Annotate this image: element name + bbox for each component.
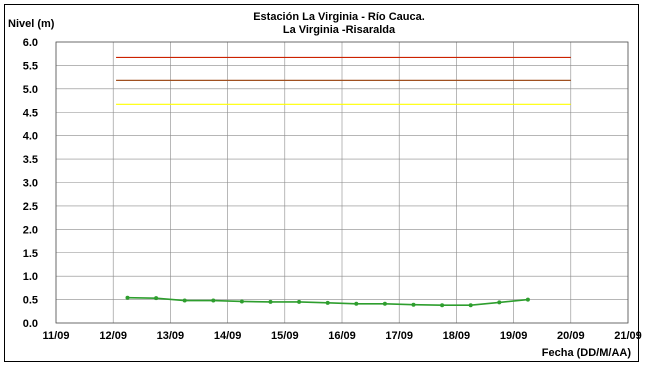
- level-data-point: [382, 301, 387, 306]
- chart-subtitle: La Virginia -Risaralda: [283, 24, 396, 36]
- level-data-point: [411, 302, 416, 307]
- x-tick-label: 16/09: [328, 330, 356, 342]
- x-tick-label: 20/09: [557, 330, 585, 342]
- x-tick-label: 12/09: [99, 330, 127, 342]
- x-tick-label: 13/09: [157, 330, 185, 342]
- y-tick-label: 1.0: [23, 271, 38, 283]
- x-tick-label: 19/09: [500, 330, 528, 342]
- level-data-point: [497, 300, 502, 305]
- level-data-point: [325, 300, 330, 305]
- y-tick-label: 0.0: [23, 318, 38, 330]
- level-data-point: [468, 303, 473, 308]
- y-tick-label: 5.5: [23, 60, 38, 72]
- y-tick-label: 0.5: [23, 295, 38, 307]
- y-tick-label: 2.0: [23, 224, 38, 236]
- y-tick-label: 4.5: [23, 107, 38, 119]
- level-data-point: [125, 295, 130, 300]
- y-tick-label: 4.0: [23, 131, 38, 143]
- x-axis-label: Fecha (DD/M/AA): [542, 347, 632, 359]
- x-tick-label: 14/09: [214, 330, 242, 342]
- y-tick-label: 6.0: [23, 37, 38, 49]
- x-tick-label: 11/09: [43, 330, 70, 342]
- x-tick-label: 15/09: [271, 330, 299, 342]
- y-tick-label: 2.5: [23, 201, 38, 213]
- y-tick-label: 1.5: [23, 248, 38, 260]
- x-tick-label: 17/09: [385, 330, 413, 342]
- level-data-point: [239, 299, 244, 304]
- chart-title: Estación La Virginia - Río Cauca.: [253, 11, 425, 23]
- x-tick-label: 18/09: [443, 330, 471, 342]
- level-data-point: [211, 298, 216, 303]
- y-tick-label: 5.0: [23, 84, 38, 96]
- y-axis-label: Nivel (m): [8, 18, 55, 30]
- y-tick-label: 3.0: [23, 178, 38, 190]
- y-tick-label: 3.5: [23, 154, 38, 166]
- level-data-point: [440, 303, 445, 308]
- x-tick-label: 21/09: [614, 330, 642, 342]
- level-data-point: [182, 298, 187, 303]
- plot-area-border: [55, 41, 629, 324]
- level-data-point: [354, 301, 359, 306]
- level-data-point: [154, 296, 159, 301]
- level-data-point: [268, 299, 273, 304]
- level-data-point: [525, 297, 530, 302]
- level-data-point: [297, 299, 302, 304]
